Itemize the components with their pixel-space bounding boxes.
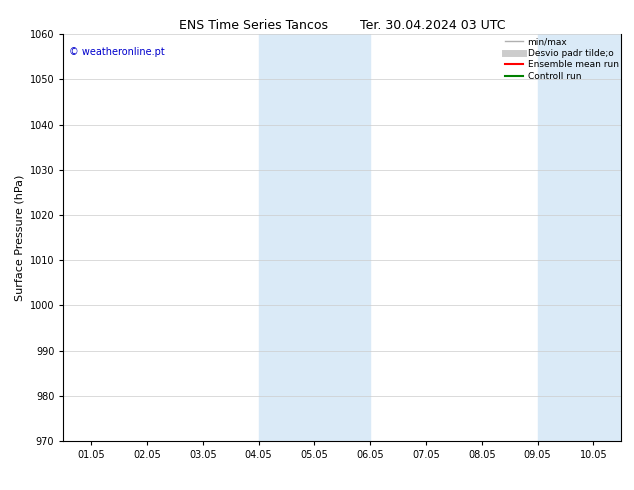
Bar — [538, 34, 621, 441]
Text: © weatheronline.pt: © weatheronline.pt — [69, 47, 165, 56]
Legend: min/max, Desvio padr tilde;o, Ensemble mean run, Controll run: min/max, Desvio padr tilde;o, Ensemble m… — [505, 37, 619, 81]
Bar — [259, 34, 370, 441]
Title: ENS Time Series Tancos        Ter. 30.04.2024 03 UTC: ENS Time Series Tancos Ter. 30.04.2024 0… — [179, 19, 505, 32]
Y-axis label: Surface Pressure (hPa): Surface Pressure (hPa) — [14, 174, 24, 301]
